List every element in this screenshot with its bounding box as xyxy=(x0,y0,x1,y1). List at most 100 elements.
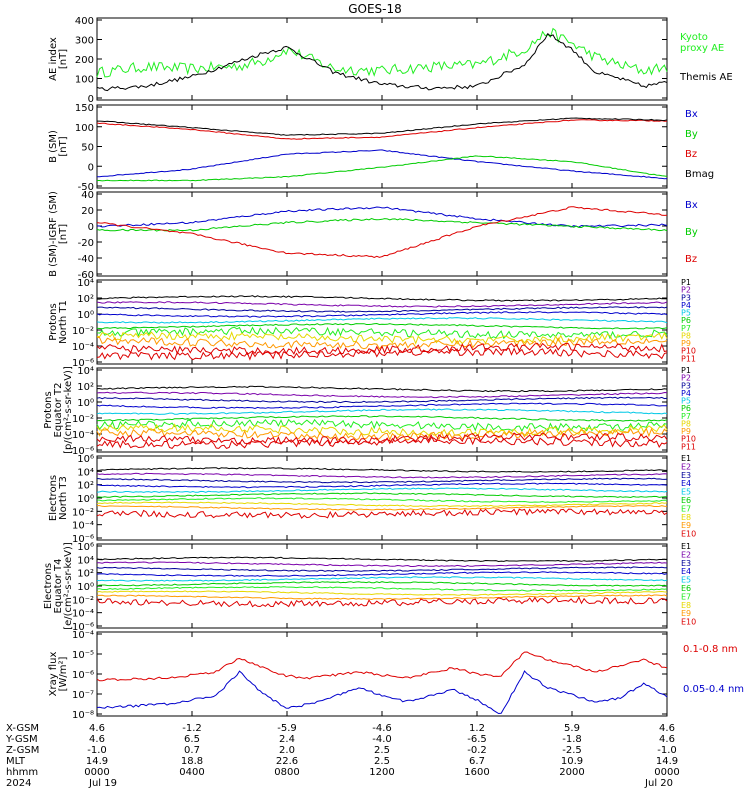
series-line-e9 xyxy=(97,504,668,511)
legend-entry: P7 xyxy=(681,324,691,333)
series-line-p5 xyxy=(96,317,668,324)
series-line-p1 xyxy=(97,385,668,393)
footer-value: 18.8 xyxy=(181,756,203,767)
footer-value: 10.9 xyxy=(561,756,583,767)
series-line-bx xyxy=(96,149,668,180)
y-tick-label: 10⁴ xyxy=(77,366,94,377)
y-axis-label: ElectronsEquator T4[e/(cm²-s-sr-keV)] xyxy=(43,542,74,630)
legend-entry: E10 xyxy=(681,618,696,627)
legend-entry: Kyoto proxy AE xyxy=(680,32,724,54)
y-tick-label: 10⁶ xyxy=(77,542,94,553)
series-line-e10 xyxy=(96,596,668,608)
legend-entry: E5 xyxy=(681,488,691,497)
series-line-themis-ae xyxy=(96,32,668,92)
footer-value: 0.7 xyxy=(184,745,200,756)
legend-entry: P7 xyxy=(681,412,691,421)
series-line-by xyxy=(97,155,668,182)
y-tick-label: 10⁴ xyxy=(77,555,94,566)
legend-entry: E7 xyxy=(681,504,691,513)
series-line-p11 xyxy=(96,347,668,361)
footer-row-label: Z-GSM xyxy=(6,745,39,756)
y-tick-label: 10⁻⁸ xyxy=(72,710,94,721)
legend-entry: P4 xyxy=(681,389,691,398)
panel-frame xyxy=(96,191,668,277)
y-tick-label: 10² xyxy=(77,481,94,492)
legend-entry: P8 xyxy=(681,419,691,428)
y-tick-label: 10⁻² xyxy=(72,326,94,337)
series-line-0-1-0-8-nm xyxy=(96,651,668,682)
footer-row-label: X-GSM xyxy=(6,723,39,734)
y-tick-label: 10⁻⁴ xyxy=(72,342,94,353)
series-line-p11 xyxy=(96,436,668,449)
legend-entry: P6 xyxy=(681,316,691,325)
y-tick-label: 10⁰ xyxy=(77,310,94,321)
legend-entry: E9 xyxy=(681,609,691,618)
series-line-e5 xyxy=(96,576,668,582)
legend-entry: P11 xyxy=(681,354,696,363)
series-line-p2 xyxy=(96,391,668,399)
footer-value: -4.0 xyxy=(372,734,392,745)
footer-value: 22.6 xyxy=(276,756,298,767)
y-axis-label: B (SM)-IGRF (SM)[nT] xyxy=(48,191,69,277)
series-line-p8 xyxy=(96,423,668,437)
series-line-p4 xyxy=(96,402,667,410)
footer-value: 0400 xyxy=(179,767,204,778)
footer-value: 2.5 xyxy=(374,745,390,756)
legend-entry: P3 xyxy=(681,381,691,390)
series-line-p10 xyxy=(96,432,668,446)
y-tick-label: 300 xyxy=(75,36,94,47)
y-tick-label: 10⁻² xyxy=(72,507,94,518)
y-tick-label: 10⁻⁶ xyxy=(72,670,94,681)
footer-value: 6.7 xyxy=(469,756,485,767)
series-line-e6 xyxy=(96,492,668,499)
series-line-kyoto-proxy-ae xyxy=(96,27,668,78)
footer-value: 4.6 xyxy=(659,723,675,734)
panel-frame xyxy=(96,631,668,717)
legend-entry: Themis AE xyxy=(679,72,733,83)
y-axis-label: ProtonsNorth T1 xyxy=(48,300,69,344)
y-tick-label: 10⁶ xyxy=(77,454,94,465)
y-tick-label: 10⁻⁴ xyxy=(72,630,94,641)
footer-value: 5.9 xyxy=(564,723,580,734)
panel-xray: 10⁻⁴ 10⁻⁵ 10⁻⁶ 10⁻⁷ 10⁻⁸ Xray flux[W/m²] 0.1-0… xyxy=(48,630,744,721)
footer-value: 14.9 xyxy=(656,756,678,767)
footer-value: 4.6 xyxy=(89,734,105,745)
legend-entry: P10 xyxy=(681,435,696,444)
chart-title: GOES-18 xyxy=(348,2,402,16)
footer-value: 4.6 xyxy=(659,734,675,745)
y-tick-label: 10⁻⁶ xyxy=(72,446,94,457)
legend-entry: E9 xyxy=(681,521,691,530)
series-line-p10 xyxy=(96,342,668,356)
legend-entry: E2 xyxy=(681,550,691,559)
footer-value: 1200 xyxy=(369,767,394,778)
y-tick-label: 10⁻² xyxy=(72,414,94,425)
series-line-p7 xyxy=(96,326,668,340)
footer-value: -1.0 xyxy=(657,745,677,756)
y-tick-label: -50 xyxy=(78,182,94,193)
y-tick-label: 150 xyxy=(75,103,94,114)
y-tick-label: 0 xyxy=(88,222,94,233)
legend-entry: E4 xyxy=(681,567,691,576)
y-tick-label: 10⁴ xyxy=(77,278,94,289)
series-line-p8 xyxy=(96,331,668,345)
legend-entry: P8 xyxy=(681,331,691,340)
legend-entry: P1 xyxy=(681,366,691,375)
series-line-e3 xyxy=(96,477,668,484)
y-tick-label: 10⁻⁷ xyxy=(72,690,94,701)
legend-entry: P6 xyxy=(681,404,691,413)
series-line-bz xyxy=(96,206,668,258)
series-line-p1 xyxy=(97,295,668,302)
y-tick-label: 0 xyxy=(88,162,94,173)
legend-entry: P9 xyxy=(681,427,691,436)
y-tick-label: 20 xyxy=(81,206,94,217)
series-line-e2 xyxy=(97,561,668,568)
y-tick-label: 0 xyxy=(88,94,94,105)
legend-entry: P3 xyxy=(681,293,691,302)
panel-frame xyxy=(96,17,668,101)
legend-entry: P11 xyxy=(681,442,696,451)
legend-entry: E7 xyxy=(681,592,691,601)
legend-entry: E4 xyxy=(681,479,691,488)
y-tick-label: -60 xyxy=(78,270,94,281)
series-line-e9 xyxy=(96,594,668,601)
footer-value: 6.5 xyxy=(184,734,200,745)
